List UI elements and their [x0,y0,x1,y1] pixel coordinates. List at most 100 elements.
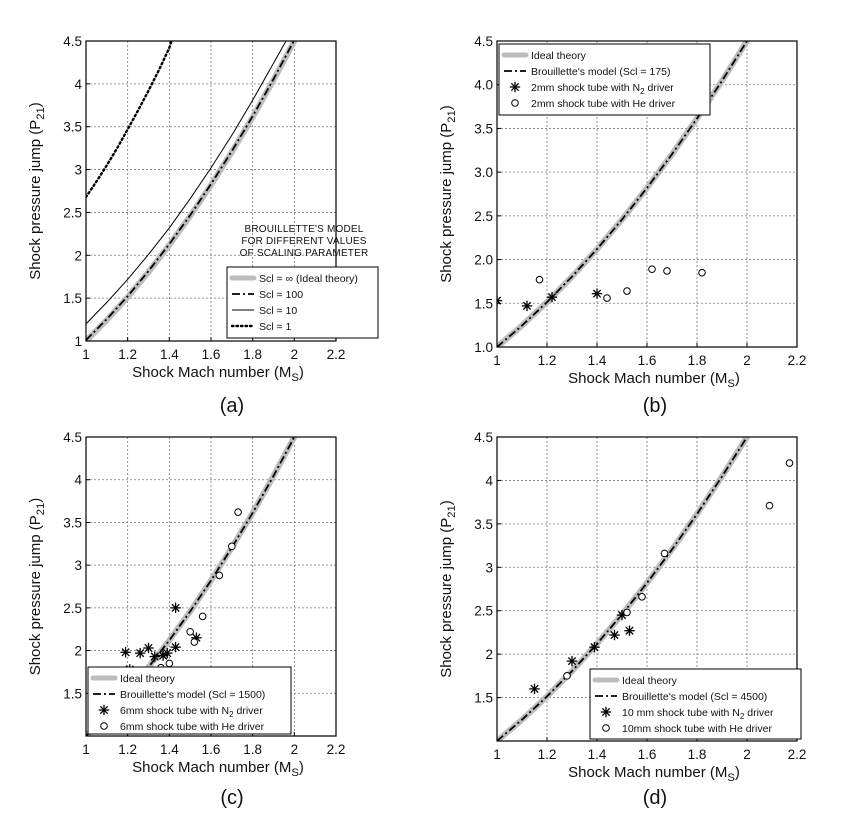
x-tick-label: 1.8 [688,353,707,368]
legend-entry-label: Brouillette's model (Scl = 175) [531,66,670,78]
y-tick-label: 2 [74,644,82,659]
data-point-circle [660,549,669,558]
data-point-star [609,629,620,641]
data-point-star [521,300,533,312]
plot-frame [85,40,337,342]
x-tick-label: 1.4 [160,742,179,757]
legend: Ideal theory Brouillette's model (Scl = 4… [589,668,802,740]
legend-box [498,43,711,116]
annotation-line: OF SCALING PARAMETER [240,248,369,259]
data-point-star [170,641,181,653]
legend-entry-label: 6mm shock tube with He driver [120,721,265,733]
y-tick-label: 4.5 [63,430,82,445]
data-point-star [624,625,635,636]
y-tick-label: 3.5 [474,517,493,532]
legend-entry-label: 10mm shock tube with He driver [622,723,772,735]
x-tick-label: 2.2 [327,742,346,757]
data-layer [497,437,794,741]
data-point-star [134,647,146,659]
x-tick-label: 2.2 [788,747,807,762]
legend-entry-label: Brouillette's model (Scl = 4500) [622,691,767,703]
y-tick-label: 3 [74,163,82,178]
annotation-line: FOR DIFFERENT VALUES [241,236,366,247]
chart-panel-2: 1 1.2 1.4 1.6 1.8 2 2.2 1.0 1.5 2.0 2.5 3.0 3.5 4.0 4.… [438,34,806,417]
x-tick-label: 1.2 [118,347,137,362]
legend-entry-label: 2mm shock tube with He driver [531,98,676,110]
legend-marker-2 [509,81,521,93]
annotation-line: BROUILLETTE'S MODEL [244,224,363,235]
data-point-circle [623,287,631,295]
panel-label: (c) [220,787,243,809]
x-tick-label: 2 [743,747,751,762]
chart-panel-4: 1 1.2 1.4 1.6 1.8 2 2.2 1.5 2 2.5 3 3.5 4 4.5 Ideal th… [438,430,806,809]
y-tick-label: 4.5 [474,34,493,49]
data-point-circle [186,627,194,636]
data-point-circle [234,508,242,516]
y-tick-label: 1.5 [474,691,493,706]
y-tick-label: 2.5 [474,209,493,224]
y-tick-label: 2 [485,647,493,662]
x-tick-label: 1.6 [202,742,221,757]
y-tick-label: 3 [74,558,82,573]
data-point-star [529,683,540,695]
y-tick-label: 1 [74,334,82,349]
legend-marker-3 [602,724,610,732]
legend: Ideal theory Brouillette's model (Scl = 1… [87,666,292,735]
data-point-circle [198,612,207,621]
data-point-circle [765,501,774,510]
plot-frame [496,436,798,742]
legend-entry-label: Ideal theory [531,50,587,62]
legend-entry-label: Scl = 100 [259,289,303,301]
legend-marker-2 [98,704,110,716]
data-point-star [170,602,181,614]
legend-marker-2 [600,706,612,718]
x-tick-label: 2 [291,347,299,362]
y-tick-label: 4 [74,77,82,92]
series-line-dashdot [86,41,295,341]
x-tick-label: 1.6 [638,747,657,762]
x-tick-label: 1.2 [538,747,557,762]
data-point-circle [638,593,646,601]
y-axis-title: Shock pressure jump (P21) [438,105,458,283]
legend-entry-label: Scl = 10 [259,305,297,317]
data-point-star [497,295,503,306]
x-tick-label: 1.4 [160,347,179,362]
data-point-circle [623,608,631,617]
y-tick-label: 4 [74,473,82,488]
data-point-circle [165,659,174,668]
x-axis-title: Shock Mach number (MS) [568,370,740,390]
chart-panel-3: 1 1.2 1.4 1.6 1.8 2 2.2 1.5 2 2.5 3 3.5 4 4.5 Ideal th… [27,430,345,809]
legend-marker-3 [100,722,108,730]
legend-entry-label: Ideal theory [120,673,176,685]
data-layer [86,41,298,341]
y-tick-label: 3.5 [474,121,493,136]
x-tick-label: 2 [291,742,299,757]
x-tick-label: 1.2 [118,742,137,757]
data-point-circle [228,542,236,551]
data-point-circle [563,672,571,680]
y-tick-label: 2 [74,248,82,263]
y-axis-title: Shock pressure jump (P21) [438,500,458,678]
x-axis-title: Shock Mach number (MS) [568,764,740,784]
data-point-circle [603,294,611,302]
legend-entry-label: Scl = 1 [259,321,292,333]
data-point-circle [190,638,199,646]
x-axis-title: Shock Mach number (MS) [132,759,304,779]
x-tick-label: 1 [82,742,90,757]
y-tick-label: 2.5 [63,601,82,616]
x-tick-label: 1.8 [688,747,707,762]
x-tick-label: 1.6 [202,347,221,362]
x-tick-label: 2.2 [788,353,807,368]
y-tick-label: 1.5 [63,291,82,306]
chart-panel-1: 1 1.2 1.4 1.6 1.8 2 2.2 1 1.5 2 2.5 3 3.5 4 4.5 BROUILL… [27,34,379,417]
x-tick-label: 1.4 [588,747,607,762]
x-tick-label: 1.2 [538,353,557,368]
y-tick-label: 1.5 [474,296,493,311]
data-point-circle [215,571,224,580]
x-tick-label: 1 [493,353,501,368]
panel-label: (a) [220,395,244,417]
y-tick-label: 2.0 [474,253,493,268]
legend-entry-label: Ideal theory [622,675,678,687]
series-line-thin [86,41,287,325]
data-point-circle [648,265,656,273]
